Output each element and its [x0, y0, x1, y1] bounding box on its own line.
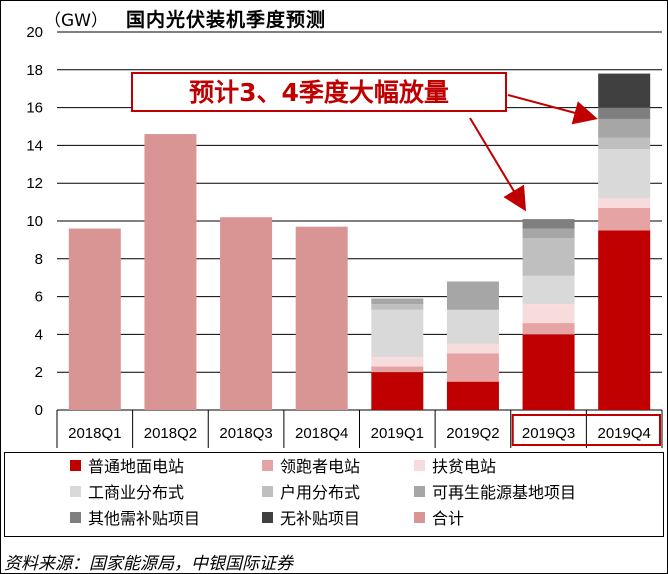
- y-tick-label: 20: [26, 24, 43, 41]
- bar-segment: [522, 323, 575, 335]
- x-category-label: 2019Q2: [446, 425, 499, 442]
- bar-segment: [598, 198, 651, 208]
- x-category-label: 2018Q3: [219, 425, 272, 442]
- bar-segment: [522, 238, 575, 276]
- y-tick-label: 18: [26, 62, 43, 79]
- legend-box: [4, 452, 664, 537]
- legend-label: 其他需补贴项目: [88, 509, 200, 528]
- legend-label: 扶贫电站: [432, 457, 496, 476]
- y-tick-label: 8: [35, 251, 43, 268]
- legend-swatch: [70, 486, 81, 497]
- bar-segment: [522, 228, 575, 239]
- bar-segment: [598, 137, 651, 150]
- bar-segment: [371, 309, 424, 358]
- bar-segment: [598, 230, 651, 410]
- legend-swatch: [414, 486, 425, 497]
- source-note: 资料来源：国家能源局，中银国际证券: [4, 554, 293, 574]
- legend-swatch: [70, 460, 81, 471]
- legend-label: 工商业分布式: [88, 483, 184, 502]
- legend-swatch: [262, 486, 273, 497]
- bar-segment: [598, 118, 651, 138]
- legend-label: 合计: [432, 509, 464, 528]
- legend-swatch: [262, 460, 273, 471]
- bar-segment: [371, 372, 424, 410]
- legend-label: 领跑者电站: [280, 457, 360, 476]
- highlight-box: [511, 414, 661, 446]
- bar-segment: [598, 207, 651, 231]
- bar-segment: [371, 298, 424, 305]
- y-tick-label: 12: [26, 175, 43, 192]
- legend-swatch: [70, 512, 81, 523]
- y-tick-label: 0: [35, 402, 43, 419]
- bar-segment: [522, 219, 575, 229]
- bar-segment: [522, 334, 575, 410]
- bar-segment: [220, 217, 273, 410]
- bar-segment: [144, 134, 197, 410]
- legend-label: 可再生能源基地项目: [432, 483, 576, 502]
- bar-segment: [371, 304, 424, 310]
- annotation-arrow: [469, 117, 527, 212]
- bar-segment: [446, 343, 499, 354]
- bar-segment: [68, 228, 121, 410]
- bar-segment: [522, 304, 575, 324]
- bar-segment: [446, 309, 499, 344]
- legend-swatch: [262, 512, 273, 523]
- annotation-text: 预计3、4季度大幅放量: [189, 78, 449, 107]
- y-tick-label: 14: [26, 137, 43, 154]
- y-tick-label: 10: [26, 213, 43, 230]
- unit-label: （GW）: [44, 11, 108, 31]
- x-category-label: 2018Q1: [68, 425, 121, 442]
- x-category-label: 2018Q2: [144, 425, 197, 442]
- bar-segment: [598, 149, 651, 199]
- y-tick-label: 2: [35, 364, 43, 381]
- legend-label: 无补贴项目: [280, 509, 360, 528]
- chart-title: 国内光伏装机季度预测: [126, 9, 327, 31]
- bar-segment: [522, 275, 575, 305]
- bar-segment: [446, 353, 499, 382]
- bar-segment: [598, 73, 651, 108]
- legend-swatch: [414, 512, 425, 523]
- legend-label: 普通地面电站: [88, 457, 184, 476]
- bar-segment: [295, 226, 348, 410]
- y-tick-label: 16: [26, 100, 43, 117]
- y-tick-label: 4: [35, 326, 43, 343]
- x-category-label: 2019Q3: [522, 425, 575, 442]
- x-category-label: 2018Q4: [295, 425, 348, 442]
- legend-swatch: [414, 460, 425, 471]
- bar-segment: [371, 366, 424, 373]
- annotation-box: [131, 72, 507, 112]
- bar-segment: [446, 381, 499, 410]
- y-tick-label: 6: [35, 289, 43, 306]
- annotation-arrow: [507, 94, 598, 125]
- legend-label: 户用分布式: [280, 483, 360, 502]
- bar-segment: [371, 357, 424, 367]
- x-category-label: 2019Q1: [371, 425, 424, 442]
- x-category-label: 2019Q4: [597, 425, 650, 442]
- bar-segment: [598, 107, 651, 119]
- bar-segment: [446, 281, 499, 310]
